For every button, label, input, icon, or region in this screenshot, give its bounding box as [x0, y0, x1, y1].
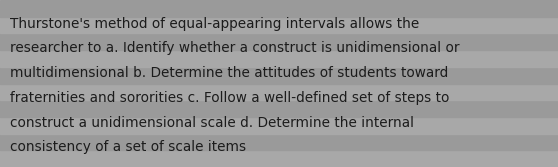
Bar: [0, 134, 558, 150]
Text: consistency of a set of scale items: consistency of a set of scale items: [10, 140, 246, 154]
Text: researcher to a. Identify whether a construct is unidimensional or: researcher to a. Identify whether a cons…: [10, 41, 460, 55]
Bar: [0, 150, 558, 167]
Bar: [0, 67, 558, 84]
Text: Thurstone's method of equal-appearing intervals allows the: Thurstone's method of equal-appearing in…: [10, 17, 419, 31]
Bar: [0, 17, 558, 33]
Bar: [0, 50, 558, 67]
Text: multidimensional b. Determine the attitudes of students toward: multidimensional b. Determine the attitu…: [10, 66, 448, 80]
Bar: [0, 100, 558, 117]
Bar: [0, 33, 558, 50]
Text: fraternities and sororities c. Follow a well-defined set of steps to: fraternities and sororities c. Follow a …: [10, 91, 449, 105]
Text: construct a unidimensional scale d. Determine the internal: construct a unidimensional scale d. Dete…: [10, 116, 414, 130]
Bar: [0, 117, 558, 134]
Bar: [0, 0, 558, 17]
Bar: [0, 84, 558, 100]
